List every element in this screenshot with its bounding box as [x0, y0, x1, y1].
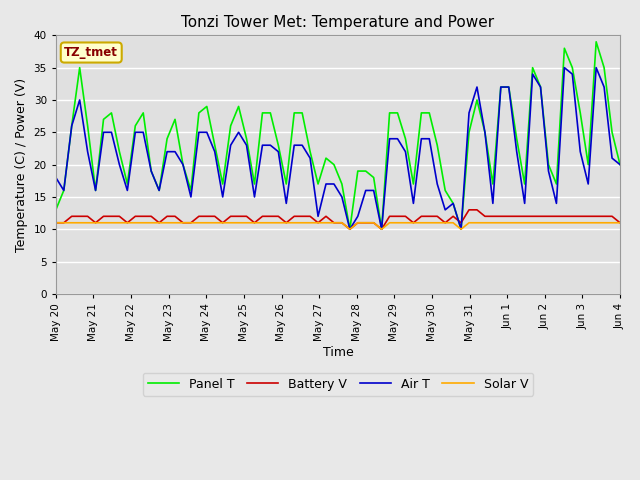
Solar V: [187, 220, 195, 226]
Panel T: [616, 162, 624, 168]
X-axis label: Time: Time: [323, 347, 353, 360]
Solar V: [417, 220, 425, 226]
Panel T: [52, 207, 60, 213]
Panel T: [346, 227, 354, 232]
Solar V: [52, 220, 60, 226]
Panel T: [131, 123, 139, 129]
Solar V: [442, 220, 449, 226]
Battery V: [417, 214, 425, 219]
Text: TZ_tmet: TZ_tmet: [64, 46, 118, 59]
Air T: [378, 227, 385, 232]
Panel T: [442, 188, 449, 193]
Battery V: [378, 227, 385, 232]
Solar V: [378, 227, 385, 232]
Air T: [52, 175, 60, 180]
Y-axis label: Temperature (C) / Power (V): Temperature (C) / Power (V): [15, 78, 28, 252]
Legend: Panel T, Battery V, Air T, Solar V: Panel T, Battery V, Air T, Solar V: [143, 372, 533, 396]
Solar V: [346, 227, 354, 232]
Battery V: [243, 214, 250, 219]
Battery V: [131, 214, 139, 219]
Air T: [561, 65, 568, 71]
Line: Panel T: Panel T: [56, 42, 620, 229]
Line: Solar V: Solar V: [56, 223, 620, 229]
Battery V: [465, 207, 473, 213]
Air T: [584, 181, 592, 187]
Line: Air T: Air T: [56, 68, 620, 229]
Solar V: [616, 220, 624, 226]
Panel T: [378, 227, 385, 232]
Battery V: [346, 227, 354, 232]
Panel T: [243, 136, 250, 142]
Battery V: [52, 220, 60, 226]
Air T: [442, 207, 449, 213]
Air T: [243, 143, 250, 148]
Battery V: [442, 220, 449, 226]
Panel T: [577, 110, 584, 116]
Air T: [616, 162, 624, 168]
Battery V: [616, 220, 624, 226]
Title: Tonzi Tower Met: Temperature and Power: Tonzi Tower Met: Temperature and Power: [181, 15, 495, 30]
Air T: [131, 130, 139, 135]
Air T: [346, 227, 354, 232]
Battery V: [584, 214, 592, 219]
Panel T: [417, 110, 425, 116]
Air T: [417, 136, 425, 142]
Panel T: [593, 39, 600, 45]
Solar V: [131, 220, 139, 226]
Solar V: [243, 220, 250, 226]
Line: Battery V: Battery V: [56, 210, 620, 229]
